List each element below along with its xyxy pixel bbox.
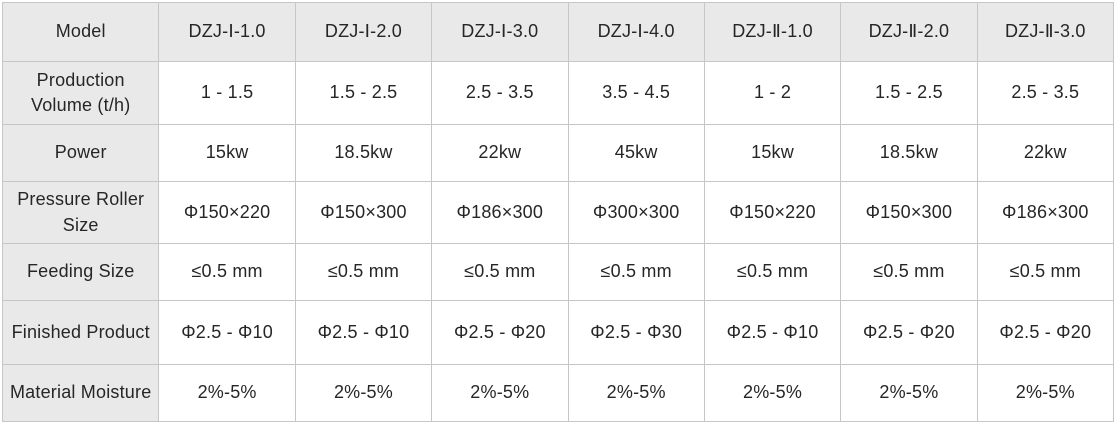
spec-cell: Φ150×300 — [294, 181, 433, 244]
spec-cell: 22kw — [976, 124, 1115, 182]
spec-cell: Φ2.5 - Φ30 — [567, 300, 705, 365]
spec-cell: 2%-5% — [840, 364, 978, 422]
table-row-feeding-size: Feeding Size ≤0.5 mm ≤0.5 mm ≤0.5 mm ≤0.… — [1, 243, 1115, 301]
spec-cell: ≤0.5 mm — [158, 243, 296, 301]
table-header-row: Model DZJ-Ⅰ-1.0 DZJ-Ⅰ-2.0 DZJ-Ⅰ-3.0 DZJ-… — [1, 2, 1115, 62]
spec-cell: 2%-5% — [431, 364, 569, 422]
spec-cell: ≤0.5 mm — [976, 243, 1115, 301]
spec-cell: Φ2.5 - Φ10 — [294, 300, 433, 365]
spec-cell: Φ186×300 — [431, 181, 569, 244]
row-label-power: Power — [1, 124, 160, 182]
spec-cell: 2%-5% — [976, 364, 1115, 422]
spec-cell: Φ2.5 - Φ20 — [840, 300, 978, 365]
spec-cell: 22kw — [431, 124, 569, 182]
spec-cell: 1.5 - 2.5 — [294, 61, 433, 125]
model-header-cell: DZJ-Ⅱ-1.0 — [703, 2, 842, 62]
spec-cell: Φ150×300 — [840, 181, 978, 244]
row-label-feeding-size: Feeding Size — [1, 243, 160, 301]
spec-cell: 2.5 - 3.5 — [431, 61, 569, 125]
spec-cell: 3.5 - 4.5 — [567, 61, 705, 125]
spec-cell: ≤0.5 mm — [431, 243, 569, 301]
spec-cell: 1 - 1.5 — [158, 61, 296, 125]
product-specification-table: Model DZJ-Ⅰ-1.0 DZJ-Ⅰ-2.0 DZJ-Ⅰ-3.0 DZJ-… — [1, 2, 1115, 422]
row-label-pressure-roller-size: Pressure Roller Size — [1, 181, 160, 244]
spec-cell: Φ2.5 - Φ20 — [431, 300, 569, 365]
model-header-cell: DZJ-Ⅰ-2.0 — [294, 2, 433, 62]
spec-cell: ≤0.5 mm — [567, 243, 705, 301]
table-row-material-moisture: Material Moisture 2%-5% 2%-5% 2%-5% 2%-5… — [1, 364, 1115, 422]
spec-cell: Φ150×220 — [703, 181, 842, 244]
spec-cell: ≤0.5 mm — [294, 243, 433, 301]
spec-cell: 45kw — [567, 124, 705, 182]
spec-cell: Φ2.5 - Φ10 — [703, 300, 842, 365]
model-header-cell: DZJ-Ⅱ-3.0 — [976, 2, 1115, 62]
spec-cell: 2.5 - 3.5 — [976, 61, 1115, 125]
spec-cell: 2%-5% — [703, 364, 842, 422]
spec-cell: Φ186×300 — [976, 181, 1115, 244]
row-label-production-volume: Production Volume (t/h) — [1, 61, 160, 125]
spec-cell: 1.5 - 2.5 — [840, 61, 978, 125]
spec-cell: 2%-5% — [158, 364, 296, 422]
spec-cell: 1 - 2 — [703, 61, 842, 125]
row-label-finished-product: Finished Product — [1, 300, 160, 365]
spec-cell: Φ2.5 - Φ10 — [158, 300, 296, 365]
spec-cell: Φ300×300 — [567, 181, 705, 244]
spec-cell: ≤0.5 mm — [703, 243, 842, 301]
model-header-cell: DZJ-Ⅰ-1.0 — [158, 2, 296, 62]
model-header-cell: DZJ-Ⅰ-4.0 — [567, 2, 705, 62]
spec-cell: ≤0.5 mm — [840, 243, 978, 301]
spec-cell: 2%-5% — [294, 364, 433, 422]
spec-cell: Φ2.5 - Φ20 — [976, 300, 1115, 365]
spec-cell: 18.5kw — [294, 124, 433, 182]
spec-cell: 15kw — [158, 124, 296, 182]
table-row-power: Power 15kw 18.5kw 22kw 45kw 15kw 18.5kw … — [1, 124, 1115, 182]
spec-cell: 2%-5% — [567, 364, 705, 422]
spec-cell: 18.5kw — [840, 124, 978, 182]
table-row-pressure-roller-size: Pressure Roller Size Φ150×220 Φ150×300 Φ… — [1, 181, 1115, 244]
row-label-material-moisture: Material Moisture — [1, 364, 160, 422]
table-row-finished-product: Finished Product Φ2.5 - Φ10 Φ2.5 - Φ10 Φ… — [1, 300, 1115, 365]
spec-cell: 15kw — [703, 124, 842, 182]
model-header-cell: DZJ-Ⅱ-2.0 — [840, 2, 978, 62]
corner-cell-model: Model — [1, 2, 160, 62]
spec-cell: Φ150×220 — [158, 181, 296, 244]
table-row-production-volume: Production Volume (t/h) 1 - 1.5 1.5 - 2.… — [1, 61, 1115, 125]
model-header-cell: DZJ-Ⅰ-3.0 — [431, 2, 569, 62]
